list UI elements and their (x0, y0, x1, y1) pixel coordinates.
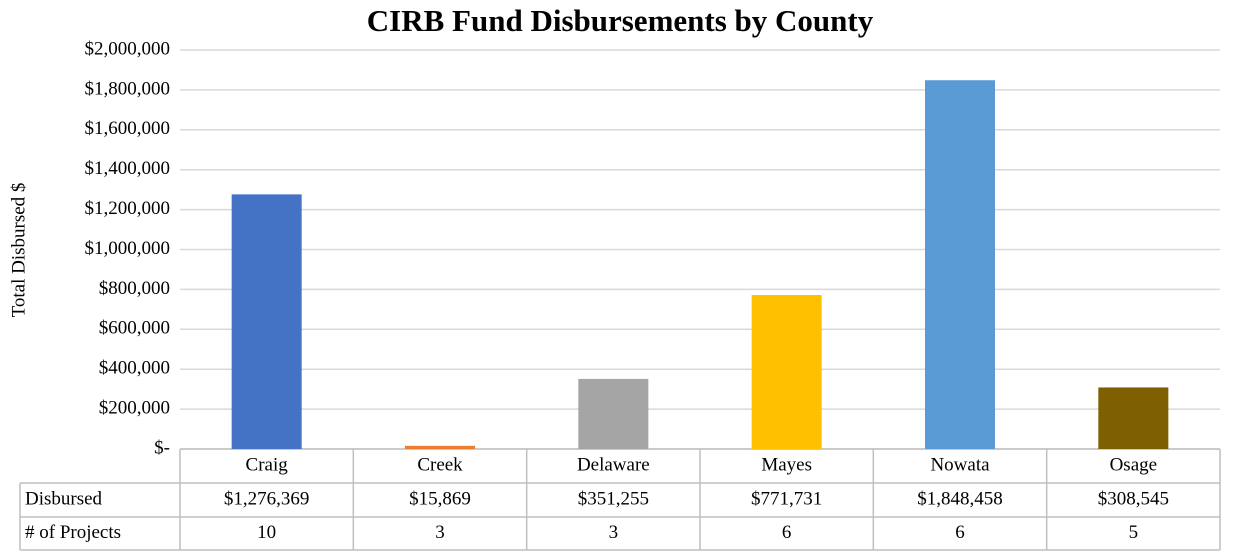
table-value: $1,276,369 (224, 488, 310, 509)
x-tick-label: Craig (246, 454, 289, 475)
y-tick-label: $200,000 (99, 397, 170, 418)
y-tick-label: $2,000,000 (85, 38, 171, 59)
table-value: $1,848,458 (917, 488, 1003, 509)
bar (925, 80, 995, 449)
table-row-label: Disbursed (25, 488, 103, 509)
y-tick-label: $600,000 (99, 318, 170, 339)
table-value: $15,869 (409, 488, 471, 509)
x-tick-label: Osage (1110, 454, 1157, 475)
chart-title: CIRB Fund Disbursements by County (367, 3, 874, 38)
x-tick-label: Creek (417, 454, 463, 475)
table-value: 3 (609, 522, 619, 543)
x-tick-label: Nowata (930, 454, 990, 475)
bar (578, 378, 649, 449)
table-value: $771,731 (751, 488, 822, 509)
bar (405, 445, 475, 449)
table-value: 6 (782, 522, 792, 543)
table-value: 10 (257, 522, 276, 543)
y-axis-label: Total Disbursed $ (8, 183, 29, 318)
y-tick-label: $- (154, 437, 170, 458)
y-tick-label: $1,600,000 (85, 118, 171, 139)
y-tick-label: $1,400,000 (85, 158, 171, 179)
y-tick-label: $1,800,000 (85, 78, 171, 99)
bar (751, 295, 822, 449)
table-value: 3 (435, 522, 445, 543)
x-tick-label: Mayes (761, 454, 812, 475)
x-tick-label: Delaware (577, 454, 650, 475)
bar (1098, 387, 1169, 449)
y-tick-label: $800,000 (99, 278, 170, 299)
y-tick-label: $1,000,000 (85, 238, 171, 259)
table-value: 6 (955, 522, 965, 543)
table-row-label: # of Projects (25, 522, 121, 543)
bar (231, 194, 302, 449)
table-value: $351,255 (578, 488, 649, 509)
table-value: $308,545 (1098, 488, 1169, 509)
y-tick-label: $400,000 (99, 358, 170, 379)
table-value: 5 (1129, 522, 1139, 543)
y-tick-label: $1,200,000 (85, 198, 171, 219)
